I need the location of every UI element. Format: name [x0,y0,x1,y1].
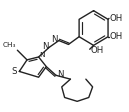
Text: N: N [40,52,45,58]
Text: OH: OH [110,14,123,23]
Text: OH: OH [110,32,123,41]
Text: OH: OH [91,46,104,55]
Text: S: S [12,67,17,76]
Text: N: N [51,35,58,44]
Text: N: N [42,42,48,51]
Text: CH₃: CH₃ [3,42,16,48]
Text: N: N [57,70,63,79]
